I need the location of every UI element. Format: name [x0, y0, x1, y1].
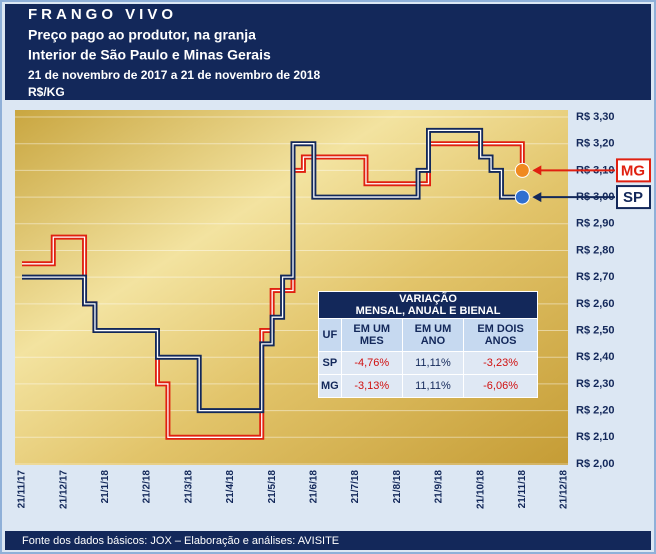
- table-cell: -4,76%: [340, 351, 403, 375]
- table-header-row: UF EM UM MES EM UM ANO EM DOIS ANOS: [318, 318, 538, 352]
- x-tick-label: 21/4/18: [225, 470, 236, 504]
- table-header: EM DOIS ANOS: [463, 318, 538, 352]
- table-header: UF: [318, 318, 342, 352]
- table-cell: 11,11%: [401, 374, 465, 398]
- y-tick-label: R$ 2,30: [576, 378, 615, 390]
- legend-box: [616, 158, 651, 183]
- y-tick-label: R$ 2,40: [576, 351, 615, 363]
- series-line-highlight: [22, 129, 523, 412]
- x-tick-label: 21/12/18: [559, 470, 570, 509]
- y-tick-label: R$ 2,00: [576, 458, 615, 470]
- table-cell: -3,13%: [340, 374, 403, 398]
- x-tick-label: 21/5/18: [267, 470, 278, 504]
- x-tick-label: 21/6/18: [308, 470, 319, 504]
- footer-band: [5, 531, 651, 550]
- x-tick-label: 21/12/17: [58, 470, 69, 509]
- x-tick-label: 21/9/18: [434, 470, 445, 504]
- table-title-line: VARIAÇÃO: [399, 293, 457, 305]
- header-band: [5, 4, 651, 100]
- y-tick-label: R$ 2,70: [576, 271, 615, 283]
- y-tick-label: R$ 2,10: [576, 431, 615, 443]
- x-tick-label: 21/3/18: [183, 470, 194, 504]
- x-tick-label: 21/10/18: [475, 470, 486, 509]
- legend-box: [616, 185, 651, 210]
- table-title-row: VARIAÇÃO MENSAL, ANUAL E BIENAL: [318, 291, 538, 319]
- table-row: SP -4,76% 11,11% -3,23%: [318, 351, 538, 375]
- x-tick-label: 21/1/18: [100, 470, 111, 504]
- end-marker: [514, 162, 530, 178]
- y-tick-label: R$ 2,80: [576, 244, 615, 256]
- table-header: EM UM MES: [340, 318, 403, 352]
- x-tick-label: 21/8/18: [392, 470, 403, 504]
- variation-table: VARIAÇÃO MENSAL, ANUAL E BIENAL UF EM UM ME…: [318, 291, 538, 398]
- subtitle: 21 de novembro de 2017 a 21 de novembro …: [28, 68, 320, 82]
- x-tick-label: 21/2/18: [142, 470, 153, 504]
- subtitle: Interior de São Paulo e Minas Gerais: [28, 47, 271, 63]
- legend-arrowhead: [532, 165, 542, 176]
- y-tick-label: R$ 2,90: [576, 218, 615, 230]
- table-cell: MG: [318, 374, 342, 398]
- legend-label: MG: [621, 162, 645, 179]
- table-row: MG -3,13% 11,11% -6,06%: [318, 374, 538, 398]
- legend-arrowhead: [532, 192, 542, 203]
- table-title: VARIAÇÃO MENSAL, ANUAL E BIENAL: [318, 291, 538, 319]
- subtitle: Preço pago ao produtor, na granja: [28, 27, 256, 43]
- x-tick-label: 21/11/17: [17, 470, 28, 509]
- table-cell: -6,06%: [463, 374, 538, 398]
- table-title-line: MENSAL, ANUAL E BIENAL: [355, 305, 501, 317]
- end-marker: [514, 189, 530, 205]
- y-tick-label: R$ 3,20: [576, 138, 615, 150]
- x-tick-label: 21/11/18: [517, 470, 528, 509]
- footer: Fonte dos dados básicos: JOX – Elaboraçã…: [22, 535, 339, 547]
- table-cell: SP: [318, 351, 342, 375]
- y-tick-label: R$ 2,20: [576, 405, 615, 417]
- y-tick-label: R$ 3,30: [576, 111, 615, 123]
- table-header: EM UM ANO: [401, 318, 465, 352]
- y-tick-label: R$ 2,60: [576, 298, 615, 310]
- legend-label: SP: [623, 189, 643, 206]
- unit: R$/KG: [28, 85, 65, 99]
- table-cell: 11,11%: [401, 351, 465, 375]
- x-tick-label: 21/7/18: [350, 470, 361, 504]
- title: FRANGO VIVO: [28, 6, 177, 23]
- table-cell: -3,23%: [463, 351, 538, 375]
- y-tick-label: R$ 2,50: [576, 324, 615, 336]
